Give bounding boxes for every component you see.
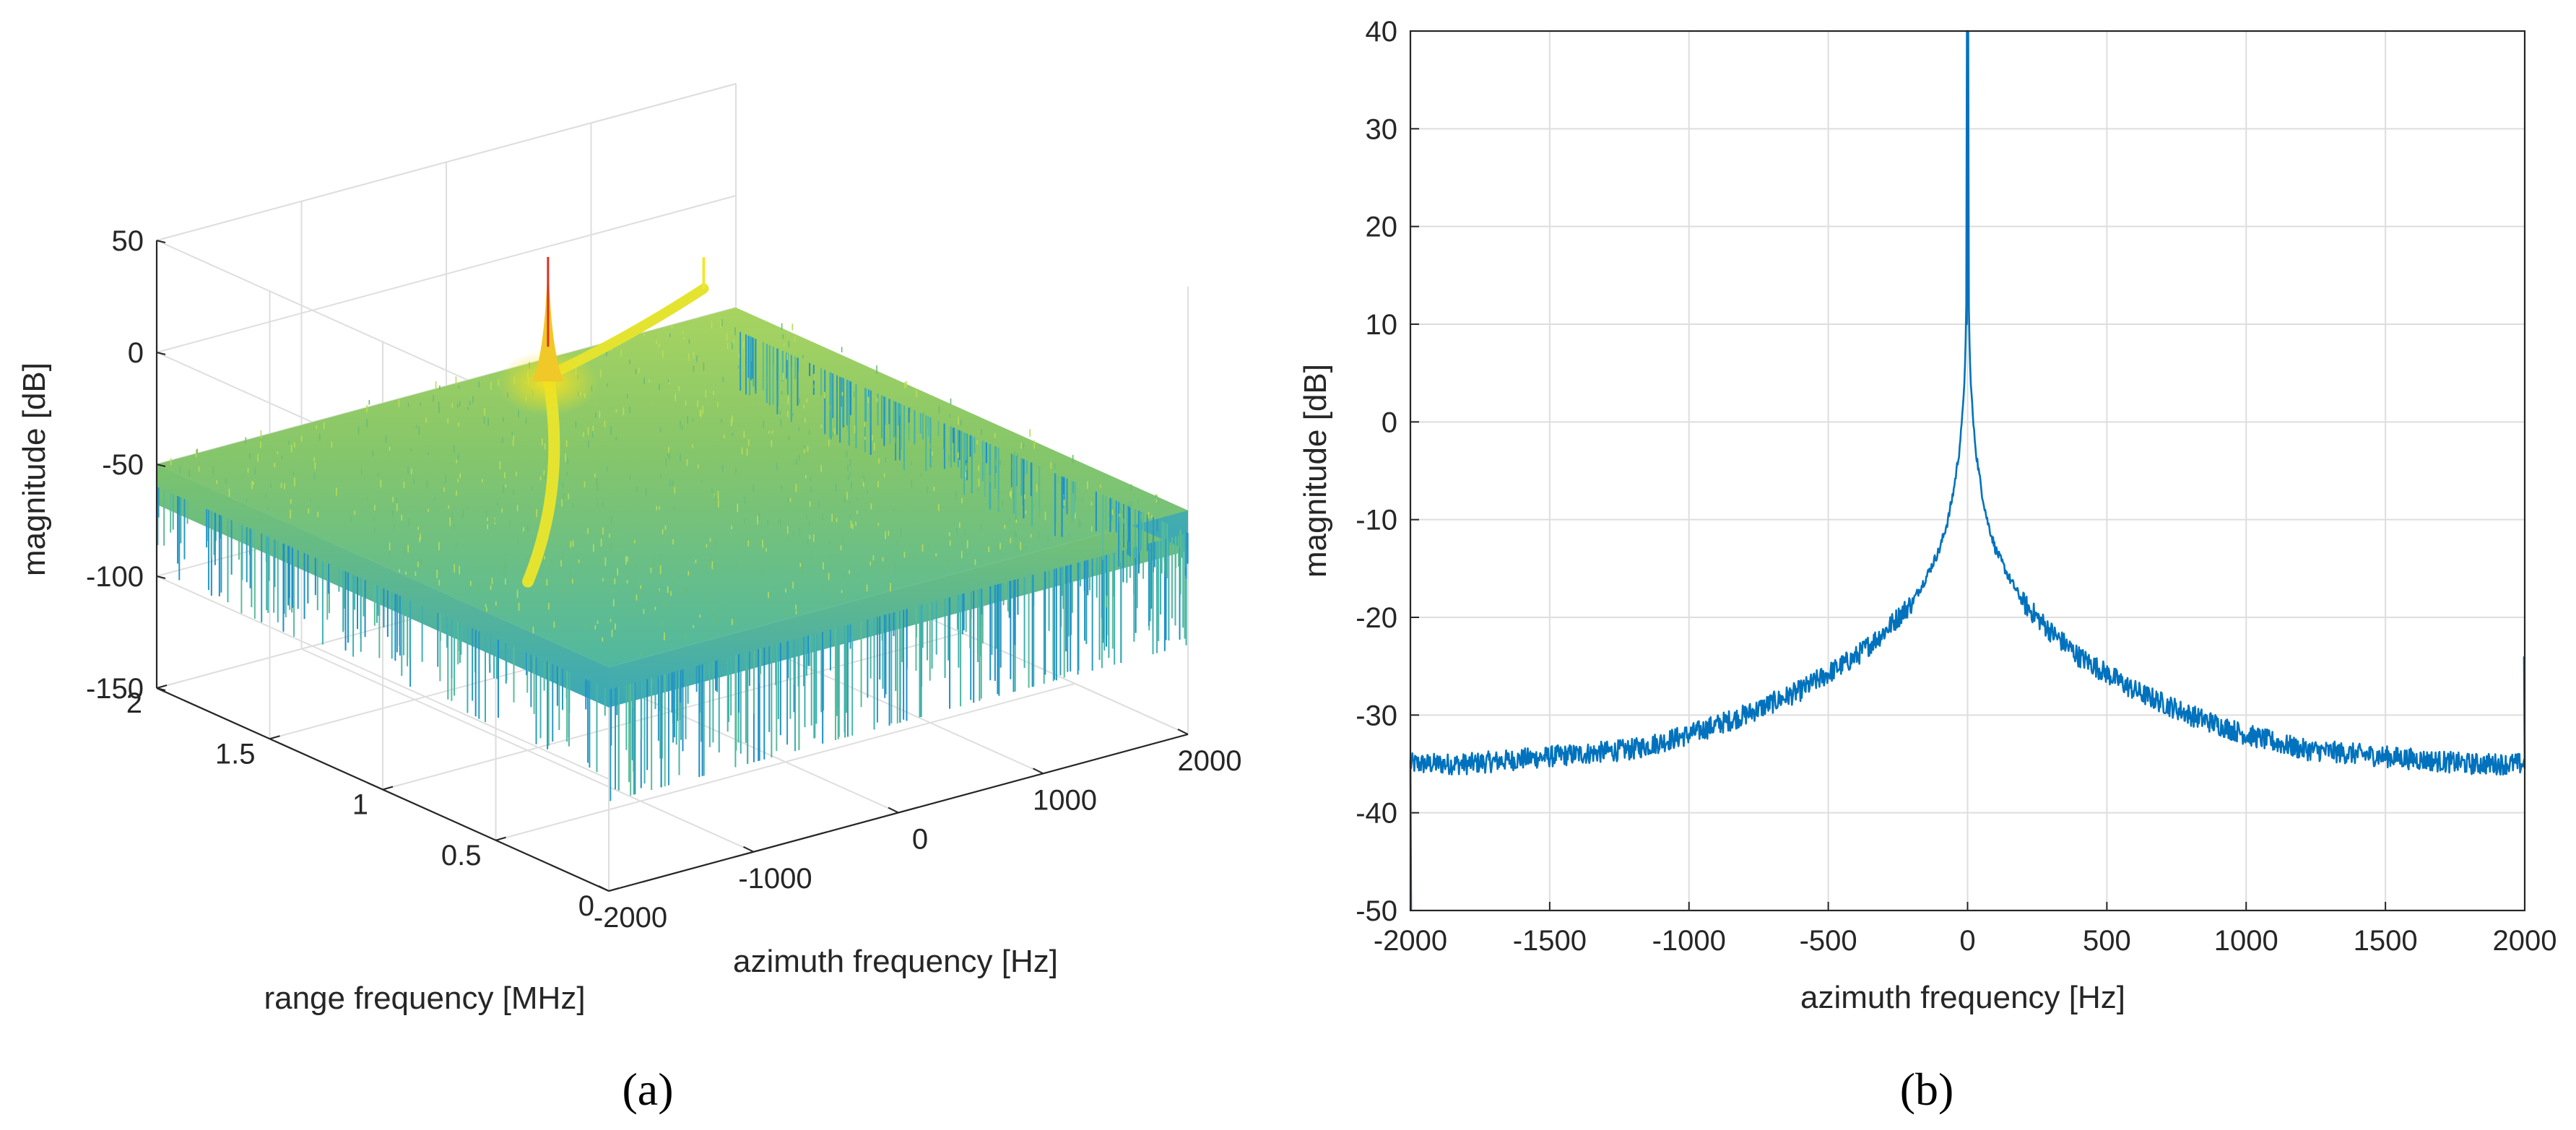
range-tick-mark <box>382 786 394 791</box>
z-tick-labels: -150 -100 -50 0 50 <box>86 225 144 705</box>
azimuth-tick-label: 2000 <box>1178 745 1242 777</box>
z-tick-label: 50 <box>112 225 144 257</box>
z-tick-label: -50 <box>102 449 144 481</box>
x-axis-label: azimuth frequency [Hz] <box>1800 980 2125 1015</box>
peak-glow <box>497 350 599 416</box>
y-tick-label: -30 <box>1356 700 1397 731</box>
noise-spikes <box>157 331 1189 801</box>
range-tick-label: 1.5 <box>215 738 256 770</box>
axes-frame <box>1409 30 2526 912</box>
y-tick-label: -40 <box>1356 798 1397 830</box>
z-tick-mark <box>156 352 166 355</box>
azimuth-tick-label: 1000 <box>1033 784 1097 816</box>
azimuth-tick-mark <box>743 846 754 853</box>
y-tick-label: -10 <box>1356 505 1397 536</box>
azimuth-ridge <box>497 256 709 588</box>
x-tick-label: -1000 <box>1652 925 1726 957</box>
range-axis-label: range frequency [MHz] <box>264 981 585 1016</box>
box-edge <box>156 83 737 241</box>
x-tick-label: -500 <box>1800 925 1857 957</box>
floor-grid <box>495 682 1075 841</box>
azimuth-tick-mark <box>598 885 610 892</box>
surface-plot-panel: -150 -100 -50 0 50 0 0.5 1 1.5 2 -2000 -1000 0 1000… <box>17 83 1242 1115</box>
y-axis-label: magnitude [dB] <box>1298 364 1333 578</box>
z-tick-mark <box>156 464 166 467</box>
range-tick-mark <box>156 684 168 689</box>
panel-label-a: (a) <box>622 1064 673 1115</box>
azimuth-tick-mark <box>1177 729 1189 735</box>
surface-left-skirt <box>157 464 609 708</box>
azimuth-tick-label: -1000 <box>738 863 812 895</box>
y-tick-labels: -50 -40 -30 -20 -10 0 10 20 30 40 <box>1356 16 1397 927</box>
y-tick-label: -50 <box>1356 895 1397 927</box>
azimuth-axis-label-a: azimuth frequency [Hz] <box>733 944 1058 979</box>
y-tick-label: 30 <box>1366 113 1398 145</box>
x-tick-label: 2000 <box>2493 925 2557 957</box>
z-tick-label: -100 <box>86 561 144 593</box>
surface-texture <box>170 318 1160 656</box>
x-tick-label: 1000 <box>2214 925 2278 957</box>
y-tick-label: 10 <box>1366 309 1398 341</box>
azimuth-tick-mark <box>888 807 899 814</box>
azimuth-tick-labels: -2000 -1000 0 1000 2000 <box>594 745 1242 934</box>
x-tick-label: -1500 <box>1513 925 1587 957</box>
y-tick-label: 0 <box>1382 407 1397 438</box>
line-plot-panel: -2000 -1500 -1000 -500 0 500 1000 1500 2000 -50-… <box>1298 16 2557 1115</box>
azimuth-tick-label: 0 <box>912 824 928 856</box>
z-tick-mark <box>156 240 166 243</box>
z-tick-mark <box>156 687 166 691</box>
z-tick-label: -150 <box>86 673 144 705</box>
surface-axes <box>155 240 1189 892</box>
range-tick-label: 0.5 <box>441 840 482 872</box>
z-tick-label: 0 <box>128 337 144 369</box>
x-tick-label: 500 <box>2083 925 2131 957</box>
y-tick-label: 20 <box>1366 212 1398 243</box>
range-tick-label: 2 <box>126 687 142 719</box>
x-tick-labels: -2000 -1500 -1000 -500 0 500 1000 1500 2000 <box>1374 925 2557 957</box>
x-tick-label: 0 <box>1959 925 1975 957</box>
surface-top <box>157 308 1188 667</box>
azimuth-tick-label: -2000 <box>594 902 667 934</box>
x-tick-label: -2000 <box>1374 925 1447 957</box>
panel-label-b: (b) <box>1900 1064 1954 1115</box>
z-tick-mark <box>156 575 166 579</box>
y-tick-label: -20 <box>1356 602 1397 634</box>
y-tick-label: 40 <box>1366 16 1398 48</box>
azimuth-tick-mark <box>1033 768 1044 775</box>
range-tick-labels: 0 0.5 1 1.5 2 <box>126 687 594 922</box>
range-tick-label: 0 <box>578 890 594 922</box>
range-tick-mark <box>495 836 506 841</box>
range-tick-mark <box>608 887 620 892</box>
spectrum-surface <box>157 308 1189 801</box>
z-axis-label: magnitude [dB] <box>17 362 52 576</box>
range-tick-label: 1 <box>352 789 368 821</box>
range-tick-mark <box>269 735 280 740</box>
x-tick-label: 1500 <box>2354 925 2418 957</box>
